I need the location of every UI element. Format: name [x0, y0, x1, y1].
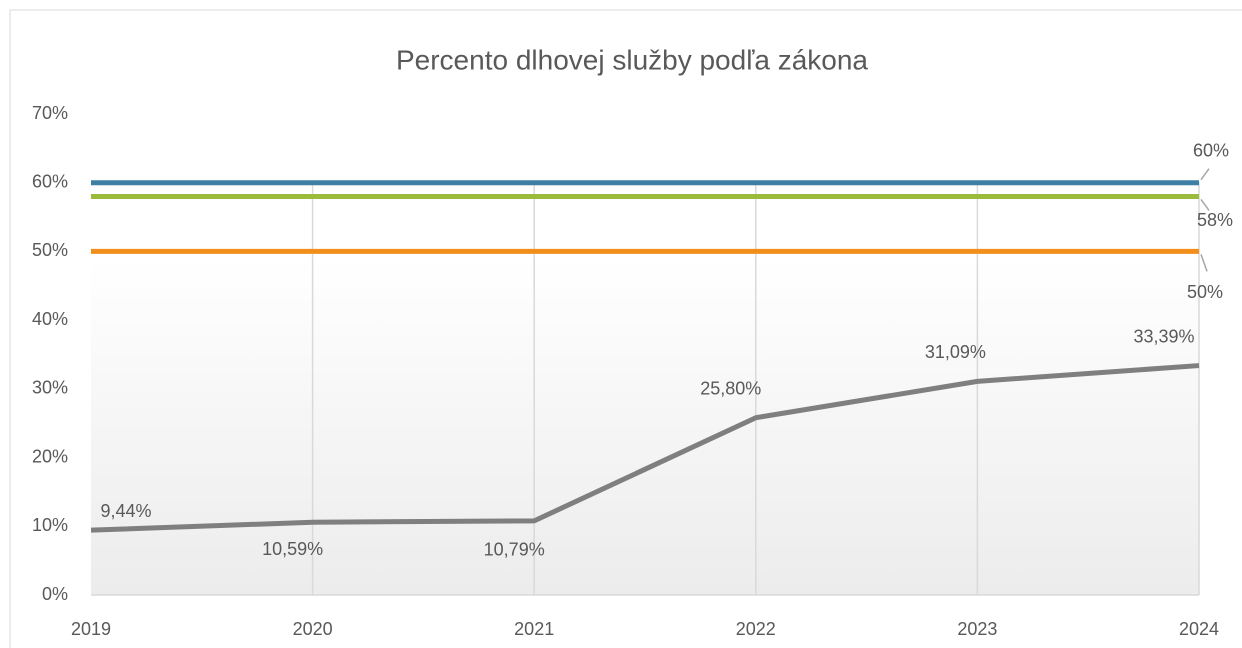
x-tick-label: 2019 [71, 619, 111, 639]
x-tick-label: 2021 [514, 619, 554, 639]
y-tick-label: 30% [32, 378, 68, 398]
data-label: 58% [1197, 210, 1233, 230]
chart-title: Percento dlhovej služby podľa zákona [396, 44, 868, 75]
data-label: 10,59% [262, 539, 323, 559]
leader-line [1200, 199, 1210, 211]
y-tick-label: 20% [32, 446, 68, 466]
data-label: 50% [1187, 282, 1223, 302]
y-tick-label: 70% [32, 103, 68, 123]
x-tick-label: 2023 [957, 619, 997, 639]
y-tick-label: 10% [32, 515, 68, 535]
leader-line [1200, 168, 1210, 181]
data-label: 10,79% [484, 540, 545, 560]
leader-line [1200, 254, 1208, 272]
data-label: 25,80% [700, 378, 761, 398]
y-tick-label: 0% [42, 584, 68, 604]
x-tick-label: 2020 [293, 619, 333, 639]
data-label: 60% [1193, 140, 1229, 160]
y-tick-label: 60% [32, 171, 68, 191]
data-label: 9,44% [100, 501, 151, 521]
data-line [90, 363, 1200, 533]
x-tick-label: 2022 [736, 619, 776, 639]
x-tick-label: 2024 [1179, 619, 1219, 639]
y-tick-label: 40% [32, 309, 68, 329]
y-tick-label: 50% [32, 240, 68, 260]
data-label: 31,09% [925, 342, 986, 362]
data-label: 33,39% [1133, 326, 1194, 346]
